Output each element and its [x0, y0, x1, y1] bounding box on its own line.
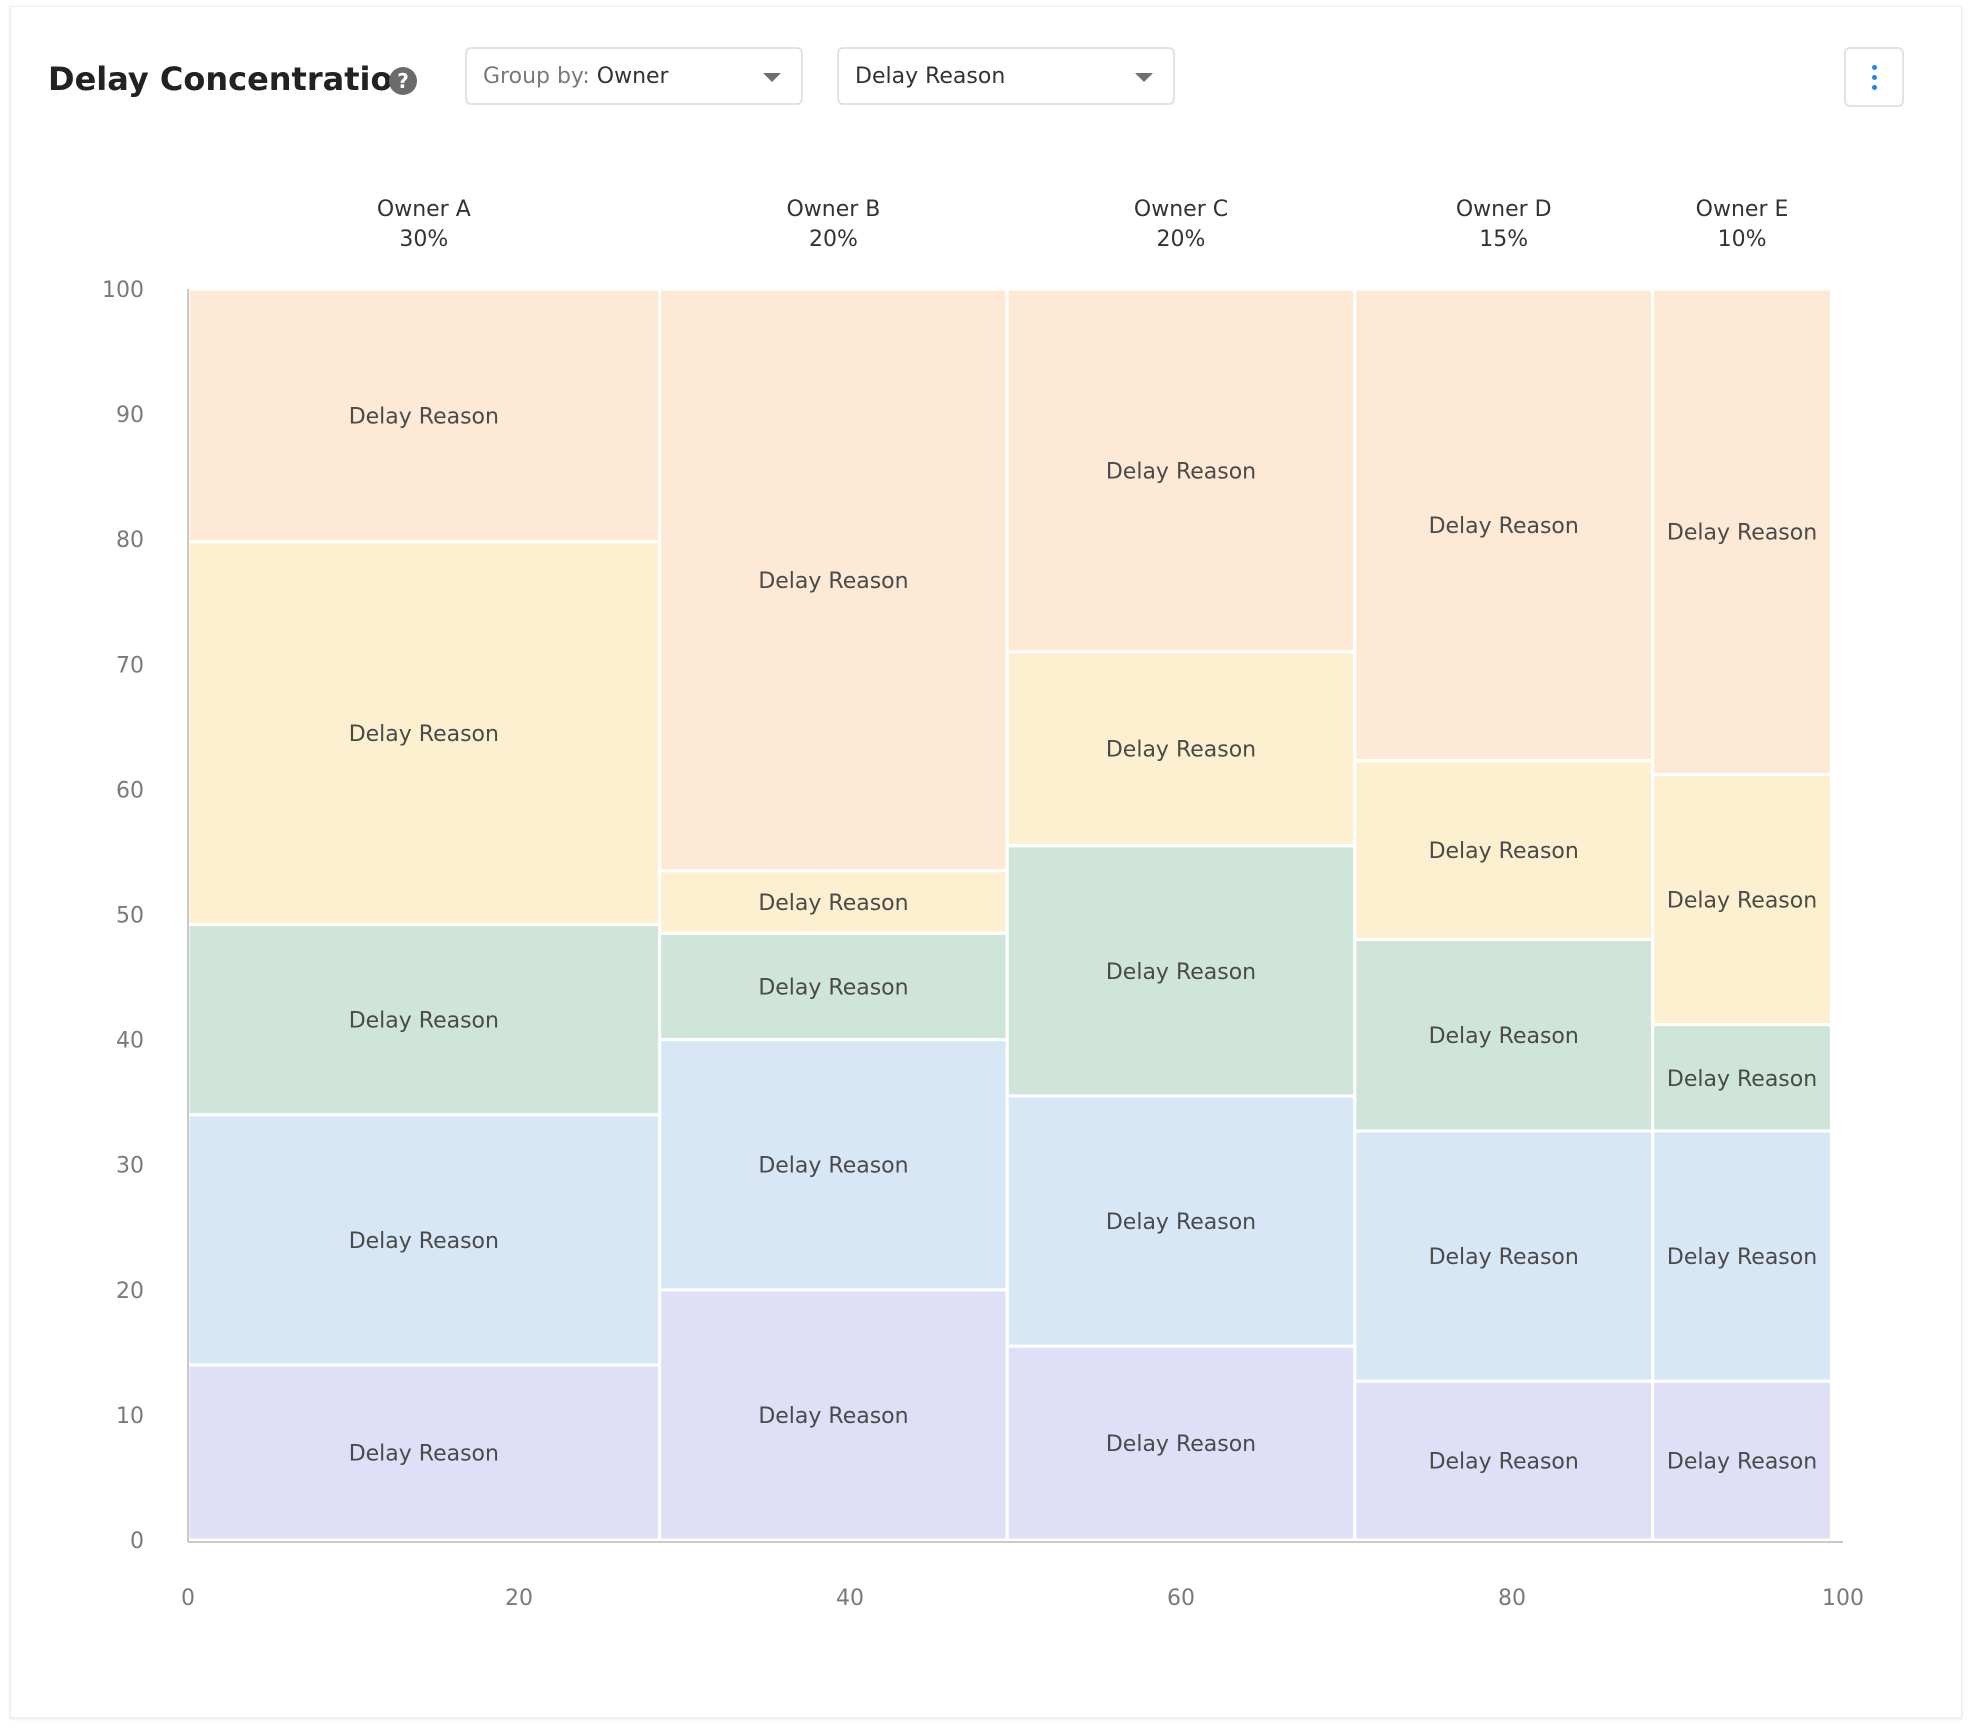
- segment-label: Delay Reason: [758, 1404, 908, 1429]
- mosaic-segment: [658, 1038, 1009, 1292]
- mosaic-segment: [1651, 772, 1833, 1027]
- x-tick-label: 40: [836, 1586, 864, 1611]
- mosaic-segment: [1651, 1129, 1833, 1383]
- y-tick-label: 70: [116, 653, 144, 678]
- vertical-ellipsis-icon[interactable]: [1844, 47, 1904, 107]
- mosaic-segment: [186, 287, 662, 544]
- mosaic-segment: [1005, 1344, 1357, 1542]
- segment-label: Delay Reason: [1667, 1245, 1817, 1270]
- segment-label: Delay Reason: [1106, 1432, 1256, 1457]
- mosaic-segment: [1005, 1094, 1357, 1348]
- segment-label: Delay Reason: [1429, 1245, 1579, 1270]
- segment-label: Delay Reason: [1667, 1450, 1817, 1475]
- mosaic-segment: [1005, 650, 1357, 848]
- segment-label: Delay Reason: [349, 404, 499, 429]
- column-name-label: Owner A: [377, 197, 471, 222]
- segment-label: Delay Reason: [758, 891, 908, 916]
- chevron-down-icon: [763, 73, 781, 82]
- column-name-label: Owner B: [786, 197, 880, 222]
- y-tick-label: 0: [130, 1529, 144, 1554]
- column-share-label: 20%: [809, 227, 858, 252]
- segment-label: Delay Reason: [1106, 960, 1256, 985]
- chevron-down-icon: [1135, 73, 1153, 82]
- column-name-label: Owner E: [1696, 197, 1789, 222]
- x-tick-label: 20: [505, 1586, 533, 1611]
- segment-label: Delay Reason: [1667, 1067, 1817, 1092]
- y-tick-label: 30: [116, 1154, 144, 1179]
- question-circle-icon[interactable]: ?: [388, 66, 418, 96]
- mosaic-segment: [1353, 759, 1655, 942]
- mosaic-segment: [658, 1288, 1009, 1542]
- column-share-label: 20%: [1157, 227, 1206, 252]
- group-by-select[interactable]: Group by: Owner: [465, 47, 803, 105]
- segment-select-value: Delay Reason: [855, 64, 1006, 89]
- group-by-value: Owner: [596, 64, 669, 89]
- segment-label: Delay Reason: [1429, 1024, 1579, 1049]
- y-tick-label: 50: [116, 904, 144, 929]
- mosaic-segment: [186, 540, 662, 927]
- column-share-label: 30%: [399, 227, 448, 252]
- mosaic-segment: [1651, 287, 1833, 776]
- column-name-label: Owner D: [1456, 197, 1552, 222]
- segment-label: Delay Reason: [349, 1229, 499, 1254]
- mosaic-segment: [1353, 938, 1655, 1133]
- x-tick-label: 80: [1498, 1586, 1526, 1611]
- segment-label: Delay Reason: [1106, 459, 1256, 484]
- page-title: Delay Concentration: [48, 60, 416, 98]
- y-tick-label: 90: [116, 403, 144, 428]
- svg-text:?: ?: [397, 69, 409, 93]
- segment-label: Delay Reason: [1667, 888, 1817, 913]
- y-tick-label: 40: [116, 1029, 144, 1054]
- segment-label: Delay Reason: [349, 722, 499, 747]
- mosaic-segment: [658, 287, 1009, 873]
- segment-label: Delay Reason: [1667, 521, 1817, 546]
- column-name-label: Owner C: [1134, 197, 1228, 222]
- y-tick-label: 100: [102, 278, 144, 303]
- mosaic-segment: [1353, 287, 1655, 763]
- x-tick-label: 60: [1167, 1586, 1195, 1611]
- mosaic-segment: [1005, 287, 1357, 654]
- segment-label: Delay Reason: [1429, 1450, 1579, 1475]
- mosaic-segment: [658, 931, 1009, 1042]
- y-tick-label: 60: [116, 778, 144, 803]
- y-tick-label: 10: [116, 1404, 144, 1429]
- mosaic-segment: [1005, 844, 1357, 1098]
- segment-select[interactable]: Delay Reason: [837, 47, 1175, 105]
- mosaic-segment: [1353, 1129, 1655, 1383]
- column-share-label: 10%: [1718, 227, 1767, 252]
- segment-label: Delay Reason: [758, 1154, 908, 1179]
- group-by-prefix: Group by:: [483, 64, 597, 89]
- segment-label: Delay Reason: [1429, 514, 1579, 539]
- segment-label: Delay Reason: [349, 1009, 499, 1034]
- y-tick-label: 20: [116, 1279, 144, 1304]
- mosaic-segment: [1651, 1023, 1833, 1133]
- x-tick-label: 0: [181, 1586, 195, 1611]
- column-share-label: 15%: [1479, 227, 1528, 252]
- segment-label: Delay Reason: [1106, 738, 1256, 763]
- segment-label: Delay Reason: [1106, 1210, 1256, 1235]
- segment-label: Delay Reason: [349, 1441, 499, 1466]
- y-tick-label: 80: [116, 528, 144, 553]
- segment-label: Delay Reason: [1429, 839, 1579, 864]
- segment-label: Delay Reason: [758, 975, 908, 1000]
- mosaic-segment: [1353, 1379, 1655, 1542]
- x-tick-label: 100: [1822, 1586, 1864, 1611]
- mosaic-segment: [186, 1113, 662, 1367]
- segment-label: Delay Reason: [758, 569, 908, 594]
